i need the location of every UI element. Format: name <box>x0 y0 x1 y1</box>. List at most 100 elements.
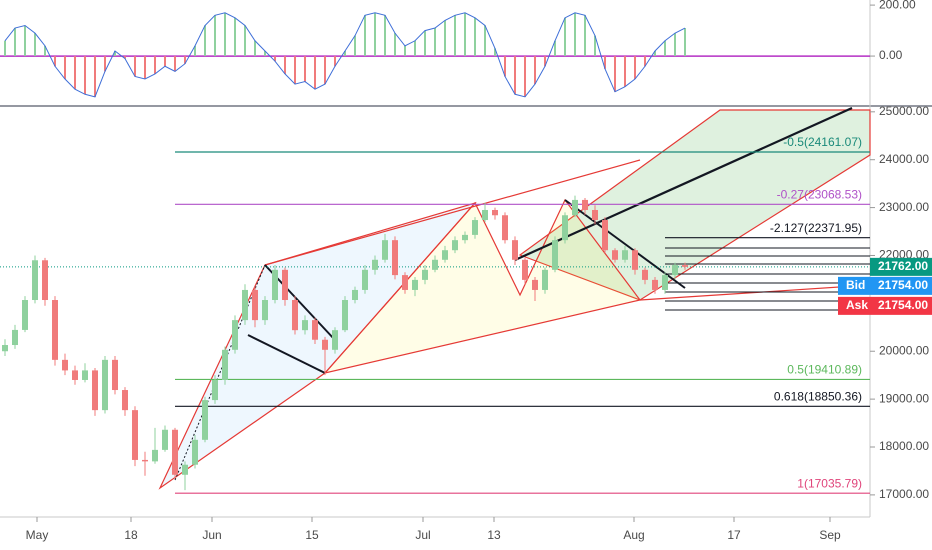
candle-body <box>12 329 18 346</box>
candle-body <box>192 439 198 465</box>
quote-badge <box>838 276 932 295</box>
y-tick-label: 200.00 <box>879 0 916 11</box>
candle-body <box>262 300 268 321</box>
candle-body <box>372 259 378 270</box>
candle-body <box>352 289 358 301</box>
quote-label: 21754.00 <box>878 298 928 312</box>
quote-name: Bid <box>846 278 865 292</box>
candle-body <box>82 370 88 380</box>
candle-body <box>312 320 318 340</box>
candle-body <box>362 269 368 290</box>
candle-body <box>182 464 188 475</box>
dotted-line <box>174 264 266 481</box>
y-tick-label: 20000.00 <box>879 343 929 357</box>
x-tick-label: Jun <box>202 528 221 542</box>
x-tick-label: Sep <box>819 528 841 542</box>
candle-body <box>32 260 38 301</box>
candle-body <box>122 390 128 411</box>
candle-body <box>462 234 468 241</box>
y-tick-label: 23000.00 <box>879 200 929 214</box>
fib-label: -2.127(22371.95) <box>770 221 862 235</box>
y-tick-label: 24000.00 <box>879 152 929 166</box>
candle-body <box>532 279 538 290</box>
y-tick-label: 18000.00 <box>879 439 929 453</box>
candle-body <box>642 269 648 280</box>
candle-body <box>202 400 208 440</box>
candle-body <box>282 269 288 301</box>
x-tick-label: Aug <box>623 528 644 542</box>
candle-body <box>392 240 398 276</box>
candle-body <box>172 429 178 475</box>
x-tick-label: 17 <box>727 528 741 542</box>
black-line <box>514 106 853 262</box>
candle-body <box>52 300 58 360</box>
candle-body <box>672 265 678 276</box>
candle-body <box>492 209 498 216</box>
candle-body <box>542 269 548 290</box>
candle-body <box>92 370 98 411</box>
quote-badge <box>838 296 932 315</box>
last-price-badge <box>870 257 932 276</box>
fib-label: -0.27(23068.53) <box>777 187 862 201</box>
candle-body <box>162 429 168 450</box>
candle-body <box>612 250 618 260</box>
quote-label: 21754.00 <box>878 278 928 292</box>
candle-body <box>632 250 638 270</box>
candle-body <box>412 279 418 290</box>
candle-body <box>232 320 238 350</box>
candle-body <box>342 300 348 331</box>
y-tick-label: 0.00 <box>879 48 903 62</box>
candle-body <box>302 320 308 331</box>
candle-body <box>572 199 578 216</box>
fib-label: -0.5(24161.07) <box>783 135 862 149</box>
x-tick-label: 15 <box>305 528 319 542</box>
candle-body <box>292 300 298 331</box>
candle-body <box>2 345 8 352</box>
candle-body <box>142 459 148 462</box>
x-tick-label: Jul <box>415 528 430 542</box>
candle-body <box>322 339 328 350</box>
candle-body <box>112 359 118 391</box>
candle-body <box>332 330 338 350</box>
candle-body <box>152 449 158 462</box>
candle-body <box>382 240 388 260</box>
candle-body <box>452 240 458 251</box>
candle-body <box>402 275 408 290</box>
candle-body <box>252 289 258 321</box>
candle-body <box>102 359 108 411</box>
trend-line <box>264 159 641 266</box>
candle-body <box>482 209 488 221</box>
candle-body <box>42 260 48 301</box>
candle-body <box>432 259 438 270</box>
candle-body <box>422 269 428 280</box>
candle-body <box>472 220 478 235</box>
candle-body <box>272 269 278 301</box>
x-tick-label: May <box>26 528 49 542</box>
candle-body <box>442 250 448 260</box>
y-tick-label: 19000.00 <box>879 391 929 405</box>
candle-body <box>582 199 588 210</box>
candle-body <box>522 259 528 280</box>
fib-label: 0.5(19410.89) <box>787 363 862 377</box>
oscillator-line <box>4 12 686 98</box>
quote-name: Ask <box>846 298 868 312</box>
candle-body <box>562 215 568 241</box>
black-line <box>247 334 326 374</box>
candle-body <box>212 379 218 401</box>
candle-body <box>552 240 558 270</box>
y-tick-label: 25000.00 <box>879 104 929 118</box>
x-tick-label: 13 <box>487 528 501 542</box>
candle-body <box>132 410 138 460</box>
candle-body <box>502 215 508 241</box>
candle-body <box>592 209 598 221</box>
candle-body <box>512 240 518 260</box>
candle-body <box>652 279 658 290</box>
fib-label: 0.618(18850.36) <box>774 389 862 403</box>
fib-label: 1(17035.79) <box>797 476 862 490</box>
pitchfork <box>518 109 871 301</box>
candle-body <box>72 370 78 380</box>
candle-body <box>222 349 228 380</box>
x-tick-label: 18 <box>124 528 138 542</box>
candle-body <box>22 300 28 330</box>
